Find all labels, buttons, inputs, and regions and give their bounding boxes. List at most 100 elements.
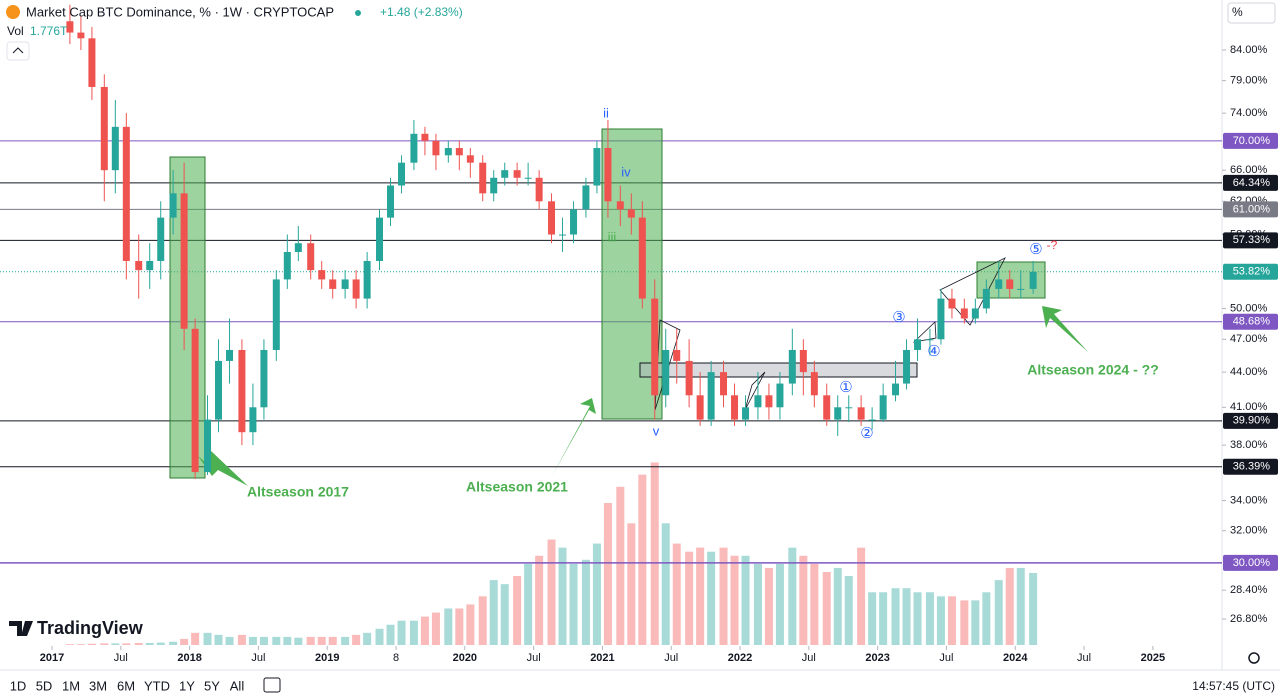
volume-bar <box>294 637 303 645</box>
volume-bar <box>500 584 509 645</box>
price-change: +1.48 (+2.83%) <box>380 5 463 19</box>
volume-bar <box>489 580 498 645</box>
scale-mode[interactable] <box>1227 2 1276 24</box>
candle-body <box>376 217 384 261</box>
chart-title: Market Cap BTC Dominance, % · 1W · CRYPT… <box>26 4 334 19</box>
candle-body <box>651 298 659 396</box>
candle-body <box>421 133 429 141</box>
volume-bar <box>558 547 567 645</box>
x-tick-label: 2024 <box>1003 652 1028 664</box>
candle-body <box>524 177 532 179</box>
candle-body <box>673 349 681 361</box>
candle-body <box>490 177 498 194</box>
chevron <box>12 47 24 54</box>
volume-bar <box>638 474 647 645</box>
volume-bar <box>799 555 808 645</box>
level-label: 53.82% <box>1233 266 1271 278</box>
range-button[interactable]: 3M <box>89 678 107 693</box>
level-label: 30.00% <box>1233 557 1271 569</box>
coin-icon <box>6 5 20 19</box>
level-badge <box>1223 313 1278 330</box>
y-tick-label: 50.00% <box>1230 302 1268 314</box>
candle-body <box>948 298 956 309</box>
volume-bar <box>145 642 154 645</box>
volume-bar <box>420 616 429 645</box>
volume-bar <box>581 559 590 645</box>
candle-body <box>616 201 624 210</box>
volume-bar <box>868 592 877 645</box>
candle-body <box>501 170 509 178</box>
settings-icon[interactable] <box>1248 652 1260 664</box>
candle-body <box>845 407 853 409</box>
candle-body <box>685 360 693 396</box>
range-button[interactable]: 1Y <box>179 678 195 693</box>
candle-body <box>1006 279 1014 289</box>
date-range-icon[interactable] <box>263 677 281 693</box>
volume-bar <box>753 563 762 645</box>
candle-body <box>570 209 578 235</box>
annotation: Altseason 2021 <box>466 479 568 495</box>
collapse-button[interactable] <box>6 41 30 61</box>
x-tick-label: 2017 <box>40 652 64 664</box>
range-button[interactable]: All <box>230 678 245 693</box>
candle-body <box>341 279 349 289</box>
volume-bar <box>87 643 96 645</box>
candle-body <box>466 155 474 163</box>
y-tick-label: 44.00% <box>1230 366 1268 378</box>
candle-body <box>111 126 119 171</box>
volume-bar <box>248 636 257 645</box>
volume-bar <box>982 592 991 645</box>
candle-body <box>892 383 900 396</box>
volume-bar <box>225 636 234 645</box>
candle-body <box>559 234 567 236</box>
y-tick-label: 74.00% <box>1230 107 1268 119</box>
arrow <box>552 398 596 476</box>
x-tick-label: Jul <box>664 652 678 664</box>
candle-body <box>387 185 395 218</box>
range-button[interactable]: 5D <box>36 678 53 693</box>
candle-body <box>742 407 750 420</box>
annotation: ④ <box>927 343 940 360</box>
volume-bar <box>524 563 533 645</box>
candle-body <box>249 407 257 433</box>
level-label: 48.68% <box>1233 316 1271 328</box>
range-button[interactable]: 6M <box>117 678 135 693</box>
candle-body <box>754 395 762 408</box>
candle-body <box>995 279 1003 289</box>
y-tick-label: 47.00% <box>1230 333 1268 345</box>
volume-bar <box>913 592 922 645</box>
candle-body <box>432 140 440 156</box>
level-label: 70.00% <box>1233 135 1271 147</box>
volume-bar <box>122 643 131 645</box>
range-button[interactable]: 5Y <box>204 678 220 693</box>
text-layer: Market Cap BTC Dominance, % · 1W · CRYPT… <box>6 2 1278 693</box>
candle-body <box>77 32 85 39</box>
volume-bar <box>960 600 969 645</box>
level-badge <box>1223 174 1278 191</box>
candle-body <box>834 407 842 420</box>
candle-body <box>707 372 715 420</box>
x-tick-label: Jul <box>114 652 128 664</box>
range-button[interactable]: 1M <box>62 678 80 693</box>
volume-bar <box>810 563 819 645</box>
x-tick-label: 2020 <box>453 652 477 664</box>
level-label: 57.33% <box>1233 234 1271 246</box>
level-badge <box>1223 458 1278 475</box>
volume-bar <box>259 636 268 645</box>
range-button[interactable]: YTD <box>144 678 170 693</box>
range-button[interactable]: 1D <box>10 678 27 693</box>
candle-body <box>455 148 463 156</box>
candle-body <box>776 383 784 408</box>
candle-body <box>548 201 556 235</box>
candle-body <box>1029 271 1037 289</box>
annotation: v <box>653 423 660 438</box>
volume-bar <box>844 576 853 645</box>
y-tick-label: 34.00% <box>1230 494 1268 506</box>
volume-bar <box>306 636 315 645</box>
x-tick-label: 2021 <box>590 652 614 664</box>
volume-bar <box>111 643 120 645</box>
candle-body <box>398 162 406 186</box>
candle-body <box>582 185 590 210</box>
volume-bar <box>156 642 165 645</box>
